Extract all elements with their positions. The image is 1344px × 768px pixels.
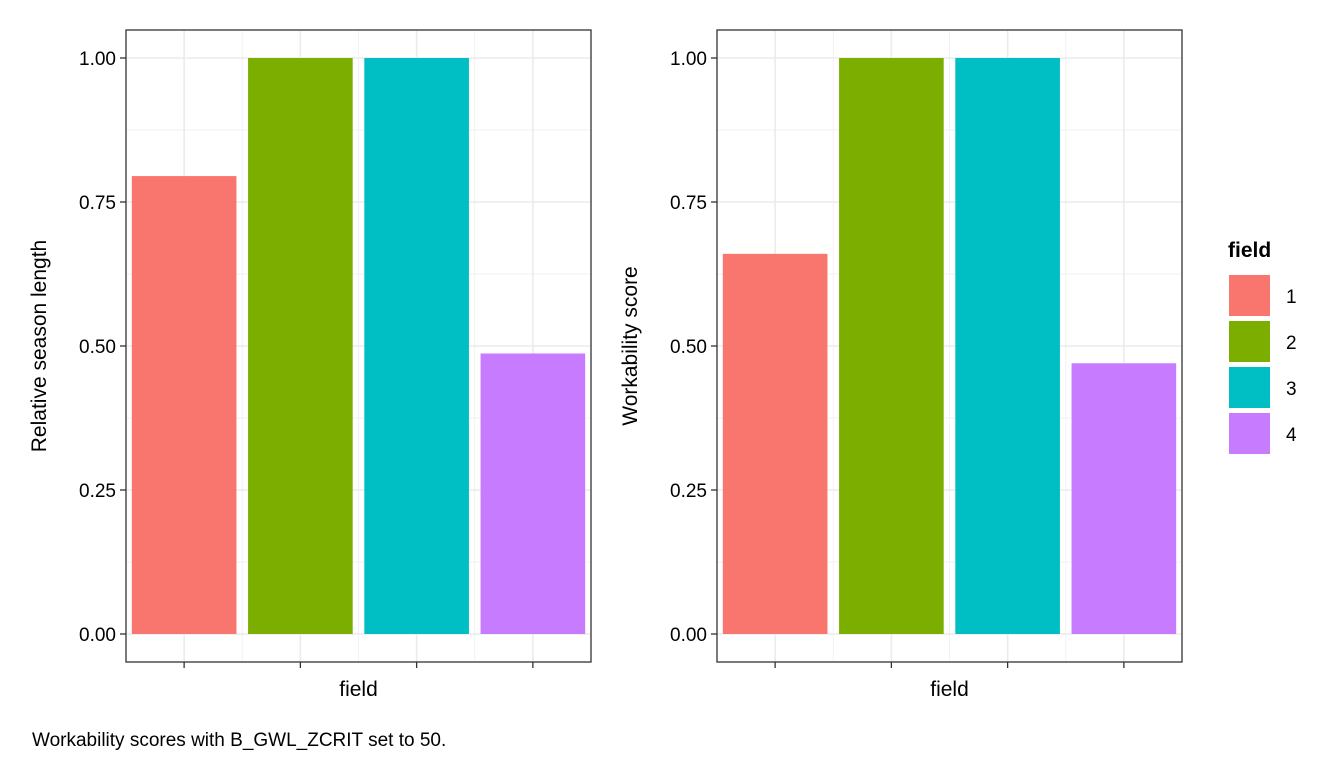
legend-label-3: 3 bbox=[1286, 379, 1297, 400]
figure-caption: Workability scores with B_GWL_ZCRIT set … bbox=[32, 730, 447, 751]
panel2-y-tick-label: 0.00 bbox=[670, 625, 707, 646]
panel2-bar-field-4 bbox=[1071, 363, 1177, 634]
panel2-y-tick-label: 0.75 bbox=[670, 193, 707, 214]
legend-label-2: 2 bbox=[1286, 333, 1297, 354]
panel1-y-axis-label: Relative season length bbox=[28, 240, 51, 452]
panel1-y-tick-label: 0.75 bbox=[79, 193, 116, 214]
panel1-y-tick-label: 0.00 bbox=[79, 625, 116, 646]
panel1-y-tick-label: 0.25 bbox=[79, 481, 116, 502]
panel1-bar-field-1 bbox=[131, 176, 237, 634]
legend-title: field bbox=[1228, 239, 1271, 262]
panel1-y-tick-label: 1.00 bbox=[79, 49, 116, 70]
panel2-bar-field-1 bbox=[722, 253, 828, 634]
panel1-bar-field-3 bbox=[364, 58, 469, 634]
panel2-bar-field-3 bbox=[955, 58, 1060, 634]
panel2-bar-field-2 bbox=[839, 58, 944, 634]
panel2-y-tick-label: 1.00 bbox=[670, 49, 707, 70]
legend-label-4: 4 bbox=[1286, 425, 1297, 446]
panel1-bar-field-4 bbox=[480, 353, 586, 634]
panel1-bar-field-2 bbox=[248, 58, 353, 634]
panel2-x-axis-label: field bbox=[930, 678, 969, 701]
panel2-border bbox=[716, 29, 1183, 663]
legend-key-1 bbox=[1229, 275, 1270, 316]
panel2-y-tick-label: 0.50 bbox=[670, 337, 707, 358]
panel1-border bbox=[125, 29, 592, 663]
legend-key-4 bbox=[1229, 413, 1270, 454]
panel2-y-axis-label: Workability score bbox=[619, 266, 642, 426]
panel2-y-tick-label: 0.25 bbox=[670, 481, 707, 502]
legend-label-1: 1 bbox=[1286, 287, 1297, 308]
panel1-y-tick-label: 0.50 bbox=[79, 337, 116, 358]
legend-key-3 bbox=[1229, 367, 1270, 408]
panel1-x-axis-label: field bbox=[339, 678, 378, 701]
legend-key-2 bbox=[1229, 321, 1270, 362]
